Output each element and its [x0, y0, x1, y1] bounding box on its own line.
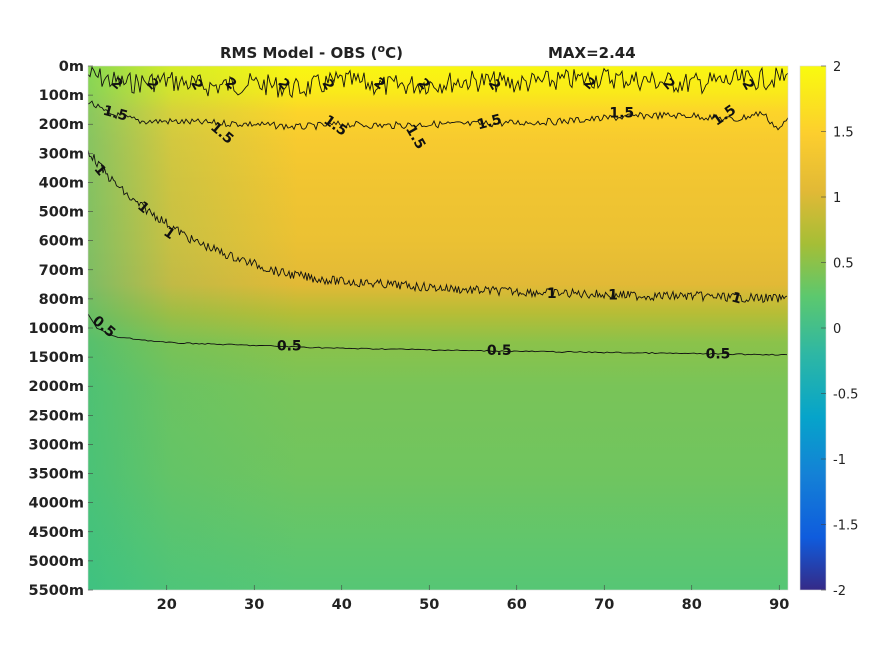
y-tick-label: 2000m	[29, 379, 84, 395]
y-tick-label: 2500m	[29, 408, 84, 424]
colorbar-tick-label: -2	[833, 584, 846, 599]
y-tick-label: 3000m	[29, 437, 84, 453]
y-tick-label: 1000m	[29, 321, 84, 337]
contour-label-1-5: 1.5	[475, 112, 503, 134]
colorbar-ticks: 2 1.5 1 0.5 0 -0.5 -1 -1.5 -2	[821, 60, 858, 599]
y-tick-label: 200m	[39, 117, 84, 133]
y-tick-label: 400m	[39, 175, 84, 191]
x-tick-label: 40	[332, 597, 352, 613]
colorbar-tick-label: -1.5	[833, 519, 858, 534]
contour-label-1-5: 1.5	[101, 103, 129, 125]
x-tick-label: 30	[244, 597, 264, 613]
heatmap-west-edge	[88, 66, 788, 590]
x-tick-label: 70	[594, 597, 614, 613]
x-tick-label: 80	[682, 597, 702, 613]
y-tick-label: 300m	[39, 146, 84, 162]
y-tick-label: 100m	[39, 88, 84, 104]
colorbar-tick-label: 1	[833, 191, 841, 206]
contour-label-1-5: 1.5	[609, 106, 634, 122]
y-tick-label: 700m	[39, 263, 84, 279]
y-tick-label: 5500m	[29, 583, 84, 599]
y-tick-label: 800m	[39, 292, 84, 308]
contour-label-1: 1	[547, 286, 557, 302]
y-tick-label: 1500m	[29, 350, 84, 366]
y-tick-label: 0m	[59, 59, 84, 75]
y-tick-label: 4500m	[29, 525, 84, 541]
contour-line-1	[88, 150, 788, 304]
colorbar-tick-label: 0.5	[833, 257, 854, 272]
colorbar-tick-label: 0	[833, 322, 841, 337]
contour-line-2	[88, 66, 788, 99]
colorbar-tick-label: -1	[833, 453, 846, 468]
contour-label-1: 1	[730, 290, 744, 308]
y-axis: 0m 100m 200m 300m 400m 500m 600m 700m 800m 1000m 1…	[29, 59, 93, 599]
contour-label-1: 1	[608, 288, 618, 304]
contour-label-0-5: 0.5	[277, 338, 302, 354]
contour-line-1-5	[88, 100, 788, 131]
x-tick-label: 60	[507, 597, 527, 613]
contour-line-0-5	[88, 313, 788, 356]
y-tick-label: 600m	[39, 234, 84, 250]
colorbar-tick-label: 1.5	[833, 126, 854, 141]
y-tick-label: 3500m	[29, 467, 84, 483]
chart-title: RMS Model - OBS (oC)	[220, 42, 403, 62]
contour-lines	[88, 66, 788, 356]
x-tick-label: 50	[419, 597, 439, 613]
y-tick-label: 4000m	[29, 496, 84, 512]
x-tick-label: 90	[769, 597, 789, 613]
colorbar-tick-label: 2	[833, 60, 841, 75]
colorbar-tick-label: -0.5	[833, 388, 858, 403]
y-tick-label: 5000m	[29, 554, 84, 570]
contour-label-0-5: 0.5	[487, 343, 512, 359]
max-label: MAX=2.44	[548, 44, 636, 62]
y-tick-label: 500m	[39, 205, 84, 221]
x-axis: 20 30 40 50 60 70 80 90	[157, 585, 789, 613]
contour-label-0-5: 0.5	[706, 347, 731, 363]
x-tick-label: 20	[157, 597, 177, 613]
